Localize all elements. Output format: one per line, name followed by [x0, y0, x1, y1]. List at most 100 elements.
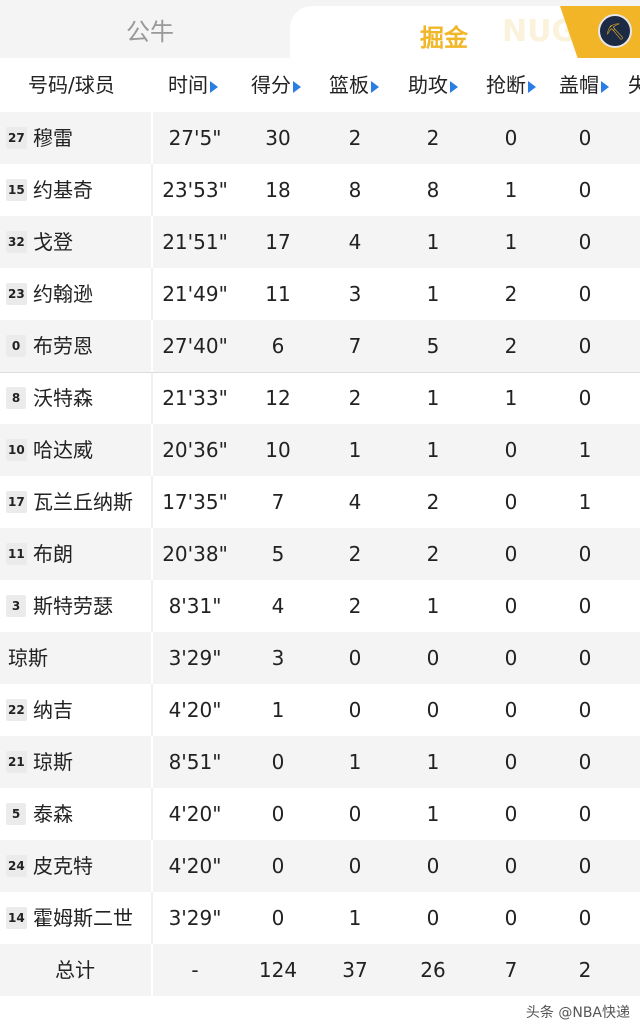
- stat-reb: 1: [348, 438, 362, 462]
- table-row[interactable]: 21 琼斯 8'51" 0 1 1 0 0: [0, 736, 640, 788]
- column-divider: [151, 840, 153, 892]
- stat-ast: 0: [426, 854, 440, 878]
- player-name[interactable]: 布劳恩: [33, 334, 93, 358]
- column-divider: [151, 476, 153, 528]
- stat-time: 21'51": [162, 230, 228, 254]
- stat-blk: 0: [578, 594, 592, 618]
- table-row[interactable]: 15 约基奇 23'53" 18 8 8 1 0: [0, 164, 640, 216]
- table-row[interactable]: 8 沃特森 21'33" 12 2 1 1 0: [0, 372, 640, 424]
- column-divider: [151, 268, 153, 320]
- stat-pts: 0: [271, 750, 285, 774]
- stat-stl: 0: [504, 126, 518, 150]
- stat-reb: 7: [348, 334, 362, 358]
- stat-ast: 1: [426, 750, 440, 774]
- stat-stl: 7: [504, 958, 518, 982]
- starters-divider: [0, 372, 640, 373]
- total-label: 总计: [55, 958, 95, 982]
- table-row[interactable]: 27 穆雷 27'5" 30 2 2 0 0: [0, 112, 640, 164]
- stat-ast: 0: [426, 646, 440, 670]
- stat-pts: 5: [271, 542, 285, 566]
- player-name[interactable]: 沃特森: [33, 386, 93, 410]
- table-row[interactable]: 0 布劳恩 27'40" 6 7 5 2 0: [0, 320, 640, 372]
- player-name[interactable]: 斯特劳瑟: [33, 594, 113, 618]
- column-divider: [151, 944, 153, 996]
- col-rebounds-label: 篮板: [329, 73, 369, 97]
- player-name[interactable]: 琼斯: [33, 750, 73, 774]
- col-blocks[interactable]: 盖帽: [559, 58, 609, 112]
- stat-blk: 0: [578, 802, 592, 826]
- stat-ast: 5: [426, 334, 440, 358]
- stat-stl: 1: [504, 178, 518, 202]
- stat-blk: 0: [578, 906, 592, 930]
- stat-reb: 2: [348, 542, 362, 566]
- sort-arrow-icon: [371, 80, 379, 93]
- col-points[interactable]: 得分: [251, 58, 301, 112]
- stat-ast: 1: [426, 230, 440, 254]
- player-name[interactable]: 约翰逊: [33, 282, 93, 306]
- player-name[interactable]: 约基奇: [33, 178, 93, 202]
- table-row[interactable]: 23 约翰逊 21'49" 11 3 1 2 0: [0, 268, 640, 320]
- stat-time: 3'29": [168, 906, 222, 930]
- stat-time: -: [191, 958, 199, 982]
- table-row[interactable]: 5 泰森 4'20" 0 0 1 0 0: [0, 788, 640, 840]
- column-divider: [151, 216, 153, 268]
- stat-reb: 0: [348, 698, 362, 722]
- stat-reb: 4: [348, 490, 362, 514]
- stat-stl: 0: [504, 438, 518, 462]
- stat-reb: 2: [348, 594, 362, 618]
- jersey-number: 17: [6, 491, 27, 513]
- table-row[interactable]: 24 皮克特 4'20" 0 0 0 0 0: [0, 840, 640, 892]
- player-name[interactable]: 泰森: [33, 802, 73, 826]
- stat-stl: 1: [504, 386, 518, 410]
- col-rebounds[interactable]: 篮板: [329, 58, 379, 112]
- stat-time: 4'20": [168, 698, 222, 722]
- stat-reb: 1: [348, 750, 362, 774]
- col-blocks-label: 盖帽: [559, 73, 599, 97]
- sort-arrow-icon: [528, 80, 536, 93]
- table-row[interactable]: 3 斯特劳瑟 8'31" 4 2 1 0 0: [0, 580, 640, 632]
- player-name[interactable]: 哈达威: [33, 438, 93, 462]
- jersey-number: 11: [6, 543, 27, 565]
- player-name[interactable]: 霍姆斯二世: [33, 906, 133, 930]
- col-time-label: 时间: [168, 73, 208, 97]
- column-divider: [151, 684, 153, 736]
- stat-blk: 1: [578, 490, 592, 514]
- player-name[interactable]: 布朗: [33, 542, 73, 566]
- table-row[interactable]: 32 戈登 21'51" 17 4 1 1 0: [0, 216, 640, 268]
- table-row[interactable]: 22 纳吉 4'20" 1 0 0 0 0: [0, 684, 640, 736]
- col-assists[interactable]: 助攻: [408, 58, 458, 112]
- stat-reb: 3: [348, 282, 362, 306]
- table-row[interactable]: 琼斯 3'29" 3 0 0 0 0: [0, 632, 640, 684]
- jersey-number: 27: [6, 127, 27, 149]
- table-row[interactable]: 10 哈达威 20'36" 10 1 1 0 1: [0, 424, 640, 476]
- team-tabs: 公牛 NUG 掘金 ⛏: [0, 0, 640, 58]
- col-turnovers[interactable]: 失: [628, 73, 640, 97]
- sort-arrow-icon: [210, 80, 218, 93]
- player-name[interactable]: 琼斯: [8, 646, 48, 670]
- player-name[interactable]: 纳吉: [33, 698, 73, 722]
- stat-stl: 0: [504, 490, 518, 514]
- stat-blk: 0: [578, 542, 592, 566]
- table-row[interactable]: 14 霍姆斯二世 3'29" 0 1 0 0 0: [0, 892, 640, 944]
- tab-bulls[interactable]: 公牛: [126, 17, 174, 46]
- col-time[interactable]: 时间: [168, 58, 218, 112]
- stat-ast: 1: [426, 438, 440, 462]
- table-row[interactable]: 17 瓦兰丘纳斯 17'35" 7 4 2 0 1: [0, 476, 640, 528]
- player-name[interactable]: 瓦兰丘纳斯: [33, 490, 133, 514]
- tab-watermark: NUG: [502, 14, 577, 49]
- stat-ast: 2: [426, 126, 440, 150]
- total-row[interactable]: 总计 - 124 37 26 7 2: [0, 944, 640, 996]
- stat-time: 21'49": [162, 282, 228, 306]
- col-steals[interactable]: 抢断: [486, 58, 536, 112]
- stat-pts: 3: [271, 646, 285, 670]
- stat-reb: 37: [342, 958, 368, 982]
- player-name[interactable]: 穆雷: [33, 126, 73, 150]
- table-row[interactable]: 11 布朗 20'38" 5 2 2 0 0: [0, 528, 640, 580]
- player-name[interactable]: 戈登: [33, 230, 73, 254]
- stat-ast: 8: [426, 178, 440, 202]
- stat-ast: 1: [426, 282, 440, 306]
- player-name[interactable]: 皮克特: [33, 854, 93, 878]
- stat-pts: 0: [271, 906, 285, 930]
- stat-ast: 1: [426, 594, 440, 618]
- stat-time: 23'53": [162, 178, 228, 202]
